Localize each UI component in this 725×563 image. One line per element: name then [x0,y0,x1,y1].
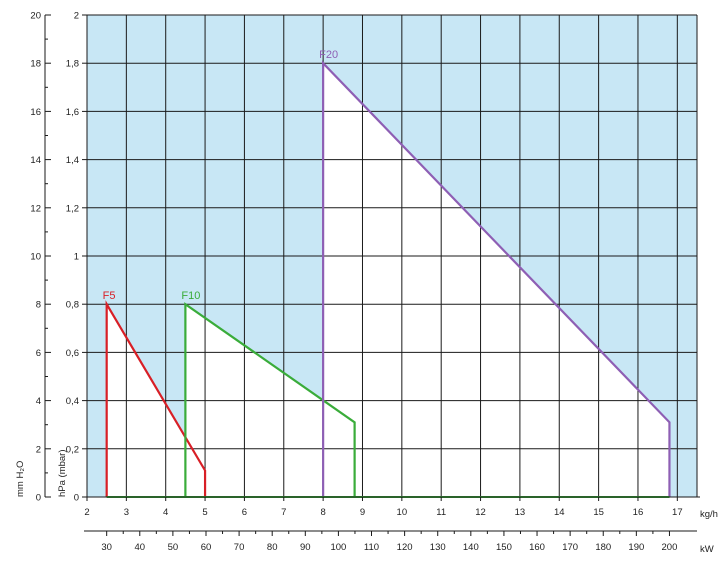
y-left-tick-label: 2 [36,444,41,455]
y-left-tick-label: 14 [30,155,41,166]
y-left-tick-label: 16 [30,107,41,118]
y-hpa-tick-label: 0,8 [66,300,79,311]
y-left-tick-label: 4 [36,396,41,407]
series-line-f10 [184,302,356,497]
y-hpa-tick-label: 1 [74,252,79,263]
y-hpa-tick-label: 1,4 [66,155,79,166]
y-left-tick-label: 20 [30,11,41,22]
y-hpa-tick-label: 0 [74,493,79,504]
y-left-tick-label: 18 [30,59,41,70]
x-secondary-tick-label: 50 [168,542,179,553]
x-tick-label: 4 [163,507,168,518]
x-tick-label: 16 [633,507,644,518]
axes: 0246810121416182000,20,40,60,811,21,41,6… [30,11,700,553]
x-tick-label: 2 [84,507,89,518]
y-hpa-tick-label: 1,8 [66,59,79,70]
x-tick-label: 5 [202,507,207,518]
x-tick-label: 6 [242,507,247,518]
x-secondary-tick-label: 80 [267,542,278,553]
x-secondary-tick-label: 180 [595,542,611,553]
series-line-f20 [322,60,671,497]
y-left-tick-label: 12 [30,203,41,214]
x-tick-label: 3 [124,507,129,518]
y-hpa-tick-label: 1,2 [66,203,79,214]
x-secondary-tick-label: 40 [134,542,145,553]
series-label-f10: F10 [181,290,200,302]
x-axis-secondary-title: kW [700,544,714,555]
y-hpa-tick-label: 1,6 [66,107,79,118]
x-secondary-tick-label: 60 [201,542,212,553]
x-secondary-tick-label: 70 [234,542,245,553]
y-hpa-tick-label: 0,6 [66,348,79,359]
series-label-f20: F20 [319,49,338,61]
y-hpa-tick-label: 0,2 [66,444,79,455]
y-hpa-tick-label: 0,4 [66,396,79,407]
y-hpa-tick-label: 2 [74,11,79,22]
x-secondary-tick-label: 90 [300,542,311,553]
x-secondary-tick-label: 150 [496,542,512,553]
y-axis-left-title: mm H₂O [15,461,26,497]
y-axis-right-title: hPa (mbar) [57,449,68,497]
x-tick-label: 9 [360,507,365,518]
x-secondary-tick-label: 170 [562,542,578,553]
series-line-f5 [105,300,207,497]
x-secondary-tick-label: 30 [101,542,112,553]
x-secondary-tick-label: 200 [662,542,678,553]
series-label-f5: F5 [103,290,116,302]
x-secondary-tick-label: 160 [529,542,545,553]
x-secondary-tick-label: 140 [463,542,479,553]
x-tick-label: 17 [672,507,683,518]
x-tick-label: 7 [281,507,286,518]
y-left-tick-label: 10 [30,252,41,263]
x-secondary-tick-label: 190 [628,542,644,553]
x-tick-label: 13 [515,507,526,518]
x-tick-label: 12 [475,507,486,518]
x-tick-label: 15 [593,507,604,518]
area-fill-f20 [323,63,670,497]
x-secondary-tick-label: 110 [364,542,379,553]
x-secondary-tick-label: 100 [330,542,346,553]
x-tick-label: 8 [320,507,325,518]
x-axis-title: kg/h [700,509,718,520]
y-left-tick-label: 6 [36,348,41,359]
x-tick-label: 11 [436,507,446,518]
x-tick-label: 10 [397,507,408,518]
y-left-tick-label: 8 [36,300,41,311]
y-left-tick-label: 0 [36,493,41,504]
x-tick-label: 14 [554,507,565,518]
x-secondary-tick-label: 130 [430,542,446,553]
x-secondary-tick-label: 120 [397,542,413,553]
